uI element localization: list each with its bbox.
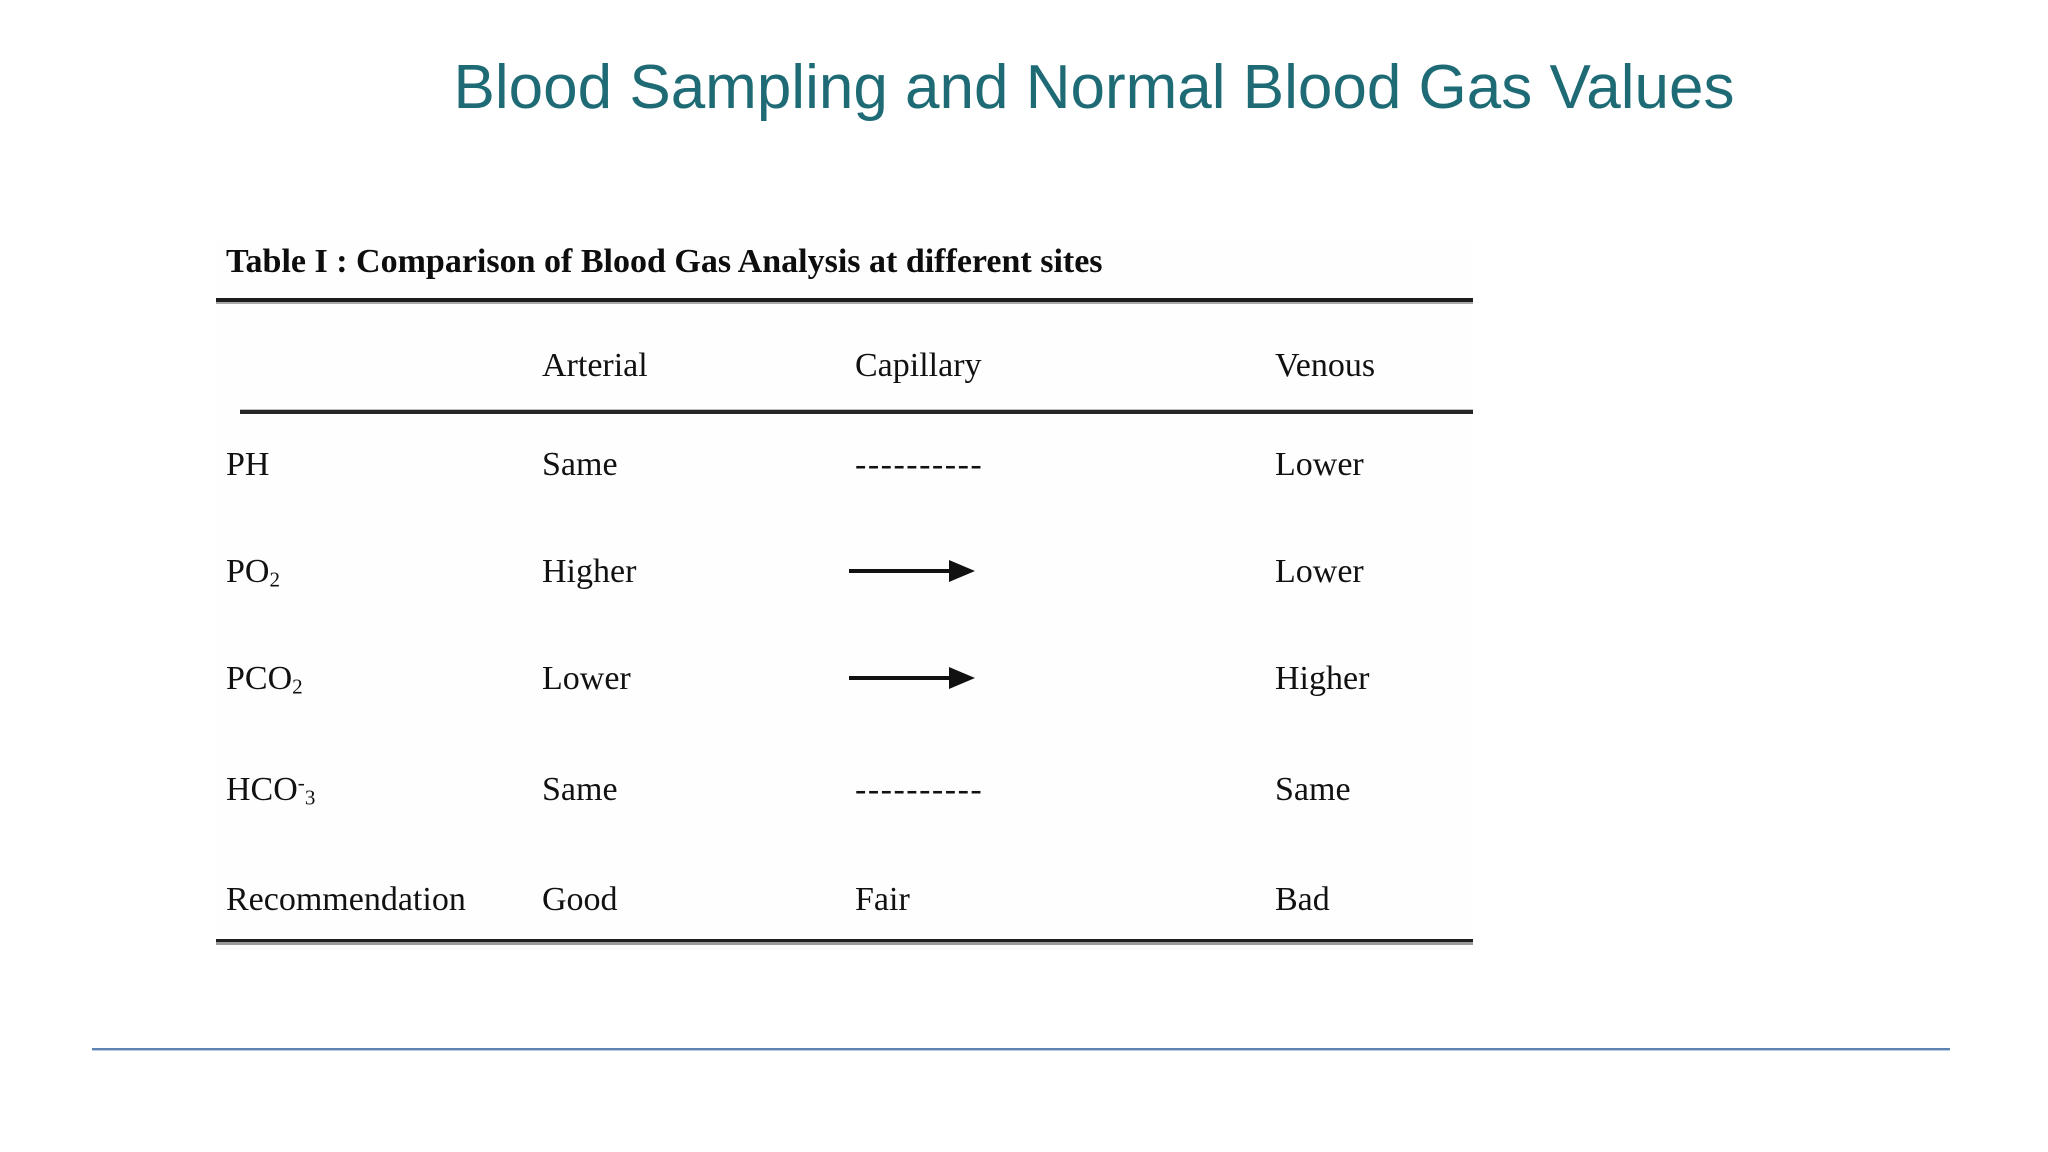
pco2-venous-value: Higher [1275, 660, 1370, 697]
po2-arterial-value: Higher [542, 553, 637, 590]
table-header-rule [240, 409, 1473, 414]
table-row-hco3: HCO-3 Same ---------- Same [216, 766, 1473, 814]
row-label-pco2: PCO2 [226, 655, 542, 703]
row-label-hco3: HCO-3 [226, 766, 542, 814]
column-header-arterial: Arterial [542, 347, 648, 384]
pco2-arterial-value: Lower [542, 660, 631, 697]
table-row-ph: PH Same ---------- Lower [216, 441, 1473, 489]
table-top-rule [216, 298, 1473, 304]
long-right-arrow-icon [849, 667, 975, 690]
ph-venous-value: Lower [1275, 446, 1364, 483]
blood-gas-comparison-table: Table I : Comparison of Blood Gas Analys… [216, 242, 1473, 952]
row-label-base: Recommendation [226, 881, 466, 918]
row-label-po2: PO2 [226, 548, 542, 596]
row-label-base: PCO [226, 660, 293, 697]
row-label-superscript: - [297, 770, 305, 795]
row-label-ph: PH [226, 441, 542, 489]
row-label-base: PO [226, 553, 270, 590]
table-row-pco2: PCO2 Lower Higher [216, 655, 1473, 703]
pco2-capillary-cell [849, 655, 1275, 703]
table-row-recommendation: Recommendation Good Fair Bad [216, 876, 1473, 924]
column-header-capillary: Capillary [855, 347, 982, 384]
hco3-capillary-dashes: ---------- [855, 771, 984, 808]
row-label-recommendation: Recommendation [226, 876, 542, 924]
row-label-base: PH [226, 446, 270, 483]
row-label-subscript: 2 [292, 674, 303, 699]
slide-title: Blood Sampling and Normal Blood Gas Valu… [453, 53, 1735, 122]
recommendation-venous-value: Bad [1275, 881, 1330, 918]
row-label-base: HCO [226, 771, 298, 808]
table-row-po2: PO2 Higher Lower [216, 548, 1473, 596]
recommendation-capillary-value: Fair [855, 881, 910, 918]
footer-divider-line [92, 1048, 1950, 1051]
row-label-subscript: 2 [269, 567, 281, 592]
ph-capillary-dashes: ---------- [855, 446, 984, 483]
ph-arterial-value: Same [542, 446, 618, 483]
table-bottom-rule [216, 939, 1473, 945]
hco3-arterial-value: Same [542, 771, 618, 808]
recommendation-arterial-value: Good [542, 881, 618, 918]
column-header-blank [226, 342, 542, 390]
table-header-row: Arterial Capillary Venous [216, 342, 1473, 390]
long-right-arrow-icon [849, 560, 975, 583]
po2-venous-value: Lower [1275, 553, 1364, 590]
po2-capillary-cell [849, 548, 1275, 596]
column-header-venous: Venous [1275, 347, 1376, 384]
row-label-subscript: 3 [304, 785, 316, 810]
hco3-venous-value: Same [1275, 771, 1351, 808]
table-caption: Table I : Comparison of Blood Gas Analys… [226, 243, 1103, 280]
